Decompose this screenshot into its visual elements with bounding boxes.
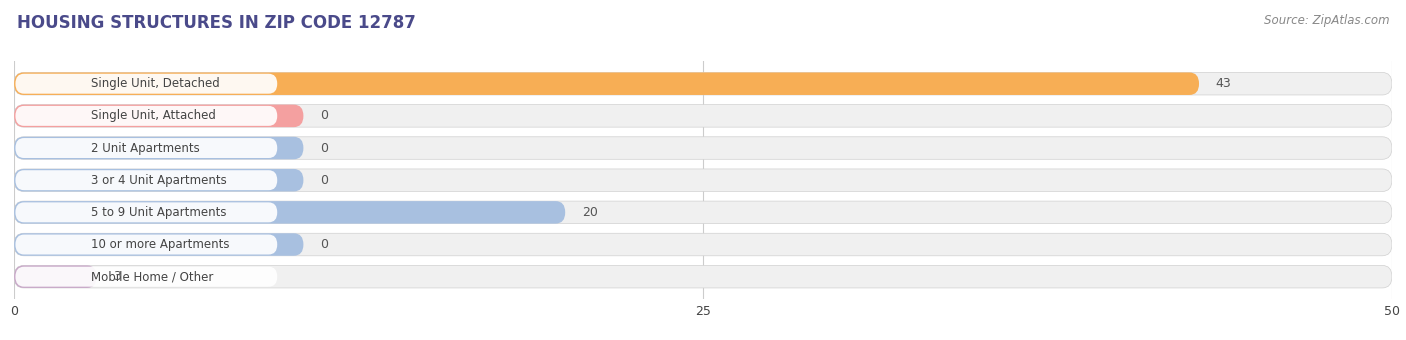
FancyBboxPatch shape — [14, 201, 1392, 224]
FancyBboxPatch shape — [15, 138, 277, 158]
Text: 10 or more Apartments: 10 or more Apartments — [91, 238, 229, 251]
FancyBboxPatch shape — [15, 235, 277, 255]
FancyBboxPatch shape — [14, 72, 1392, 95]
FancyBboxPatch shape — [14, 233, 304, 256]
FancyBboxPatch shape — [14, 233, 1392, 256]
Text: HOUSING STRUCTURES IN ZIP CODE 12787: HOUSING STRUCTURES IN ZIP CODE 12787 — [17, 14, 416, 32]
Text: 0: 0 — [321, 109, 328, 122]
Text: Single Unit, Detached: Single Unit, Detached — [91, 77, 219, 90]
FancyBboxPatch shape — [14, 137, 304, 159]
FancyBboxPatch shape — [14, 72, 1199, 95]
Text: 3: 3 — [114, 270, 121, 283]
FancyBboxPatch shape — [15, 106, 277, 126]
FancyBboxPatch shape — [15, 74, 277, 94]
FancyBboxPatch shape — [15, 202, 277, 222]
Text: 5 to 9 Unit Apartments: 5 to 9 Unit Apartments — [91, 206, 226, 219]
FancyBboxPatch shape — [14, 137, 1392, 159]
Text: Mobile Home / Other: Mobile Home / Other — [91, 270, 214, 283]
FancyBboxPatch shape — [15, 170, 277, 190]
FancyBboxPatch shape — [15, 267, 277, 287]
FancyBboxPatch shape — [14, 266, 97, 288]
FancyBboxPatch shape — [14, 266, 1392, 288]
FancyBboxPatch shape — [14, 105, 1392, 127]
Text: 3 or 4 Unit Apartments: 3 or 4 Unit Apartments — [91, 174, 226, 187]
Text: 0: 0 — [321, 141, 328, 155]
Text: 0: 0 — [321, 238, 328, 251]
Text: Single Unit, Attached: Single Unit, Attached — [91, 109, 217, 122]
Text: Source: ZipAtlas.com: Source: ZipAtlas.com — [1264, 14, 1389, 27]
Text: 0: 0 — [321, 174, 328, 187]
FancyBboxPatch shape — [14, 201, 565, 224]
FancyBboxPatch shape — [14, 169, 1392, 191]
Text: 43: 43 — [1216, 77, 1232, 90]
Text: 20: 20 — [582, 206, 598, 219]
FancyBboxPatch shape — [14, 105, 304, 127]
Text: 2 Unit Apartments: 2 Unit Apartments — [91, 141, 200, 155]
FancyBboxPatch shape — [14, 169, 304, 191]
